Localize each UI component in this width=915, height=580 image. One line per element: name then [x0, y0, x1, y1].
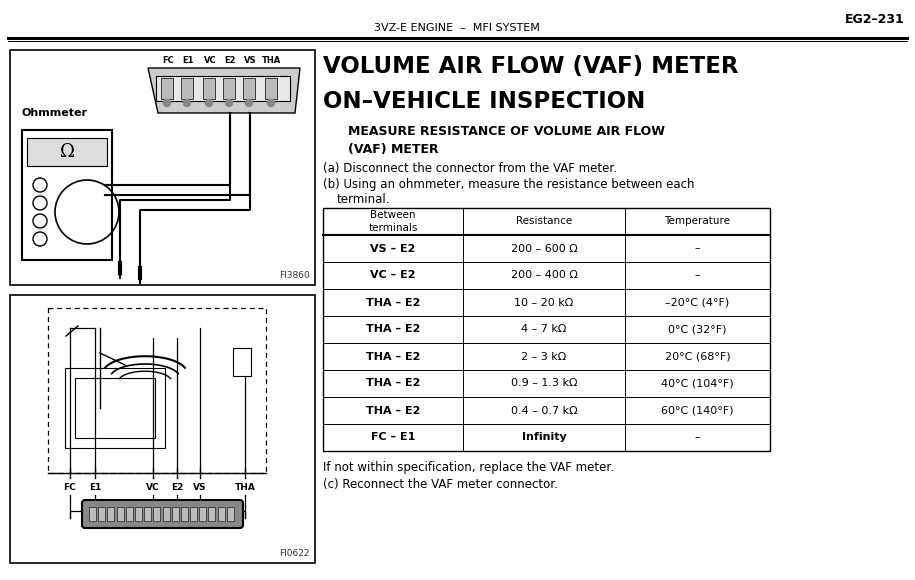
Text: VS: VS	[243, 56, 256, 65]
Text: (a) Disconnect the connector from the VAF meter.: (a) Disconnect the connector from the VA…	[323, 162, 617, 175]
Circle shape	[267, 100, 274, 107]
Text: 3VZ-E ENGINE  –  MFI SYSTEM: 3VZ-E ENGINE – MFI SYSTEM	[374, 23, 540, 33]
Text: MEASURE RESISTANCE OF VOLUME AIR FLOW: MEASURE RESISTANCE OF VOLUME AIR FLOW	[348, 125, 665, 138]
Text: –: –	[694, 244, 700, 253]
Bar	[135, 507, 142, 521]
Bar	[48, 308, 266, 473]
Text: FC: FC	[64, 483, 76, 492]
Text: terminal.: terminal.	[337, 193, 391, 206]
Circle shape	[245, 100, 253, 107]
Text: FC – E1: FC – E1	[371, 433, 415, 443]
Text: Ohmmeter: Ohmmeter	[22, 108, 88, 118]
Text: FI3860: FI3860	[279, 271, 310, 280]
Bar	[89, 507, 96, 521]
Text: 2 – 3 kΩ: 2 – 3 kΩ	[522, 351, 566, 361]
Text: (b) Using an ohmmeter, measure the resistance between each: (b) Using an ohmmeter, measure the resis…	[323, 178, 694, 191]
Text: VS: VS	[193, 483, 207, 492]
Text: 200 – 400 Ω: 200 – 400 Ω	[511, 270, 577, 281]
Text: THA: THA	[263, 56, 282, 65]
Bar	[10, 295, 315, 563]
Text: THA – E2: THA – E2	[366, 379, 420, 389]
Bar	[218, 507, 224, 521]
Bar	[223, 78, 235, 99]
Text: 0.9 – 1.3 kΩ: 0.9 – 1.3 kΩ	[511, 379, 577, 389]
Text: Ω: Ω	[59, 143, 74, 161]
Bar	[154, 507, 160, 521]
Text: THA – E2: THA – E2	[366, 324, 420, 335]
Text: 60°C (140°F): 60°C (140°F)	[662, 405, 734, 415]
Text: 40°C (104°F): 40°C (104°F)	[662, 379, 734, 389]
Text: T: T	[240, 359, 244, 365]
Circle shape	[184, 100, 190, 107]
Bar	[125, 507, 133, 521]
Text: VS – E2: VS – E2	[371, 244, 415, 253]
Bar	[265, 78, 277, 99]
Polygon shape	[148, 68, 300, 113]
Text: 10 – 20 kΩ: 10 – 20 kΩ	[514, 298, 574, 307]
Bar	[145, 507, 151, 521]
Text: FI0622: FI0622	[279, 549, 310, 558]
Text: THA – E2: THA – E2	[366, 405, 420, 415]
Bar	[199, 507, 206, 521]
Text: 20°C (68°F): 20°C (68°F)	[664, 351, 730, 361]
Bar	[209, 507, 215, 521]
Text: THA – E2: THA – E2	[366, 351, 420, 361]
Text: FC: FC	[162, 56, 174, 65]
Text: Resistance: Resistance	[516, 216, 572, 227]
Text: VC: VC	[146, 483, 160, 492]
Bar	[233, 348, 251, 376]
Text: (VAF) METER: (VAF) METER	[348, 143, 438, 156]
Bar	[156, 76, 290, 101]
Text: 200 – 600 Ω: 200 – 600 Ω	[511, 244, 577, 253]
Text: VC – E2: VC – E2	[371, 270, 415, 281]
Text: Between
terminals: Between terminals	[369, 211, 417, 233]
Text: E1: E1	[182, 56, 194, 65]
Text: E2: E2	[224, 56, 236, 65]
Text: THA – E2: THA – E2	[366, 298, 420, 307]
Bar	[98, 507, 105, 521]
Bar	[107, 507, 114, 521]
Text: –: –	[694, 270, 700, 281]
Text: 0°C (32°F): 0°C (32°F)	[668, 324, 727, 335]
Text: If not within specification, replace the VAF meter.: If not within specification, replace the…	[323, 461, 614, 474]
Bar	[75, 378, 155, 438]
Bar	[190, 507, 197, 521]
Bar	[65, 368, 165, 448]
Bar	[161, 78, 173, 99]
Circle shape	[164, 100, 170, 107]
Bar	[181, 507, 188, 521]
Text: 0.4 – 0.7 kΩ: 0.4 – 0.7 kΩ	[511, 405, 577, 415]
Circle shape	[225, 100, 232, 107]
Text: Infinity: Infinity	[522, 433, 566, 443]
Bar	[163, 507, 169, 521]
Bar	[27, 138, 107, 166]
Text: EG2–231: EG2–231	[845, 13, 905, 26]
Text: Temperature: Temperature	[664, 216, 730, 227]
Bar	[22, 130, 112, 260]
Text: E2: E2	[171, 483, 183, 492]
Text: ON–VEHICLE INSPECTION: ON–VEHICLE INSPECTION	[323, 90, 645, 113]
FancyBboxPatch shape	[82, 500, 243, 528]
Bar	[172, 507, 178, 521]
Circle shape	[206, 100, 212, 107]
Bar	[227, 507, 234, 521]
Text: 4 – 7 kΩ: 4 – 7 kΩ	[522, 324, 566, 335]
Text: VC: VC	[204, 56, 216, 65]
Bar	[323, 208, 770, 451]
Text: E1: E1	[89, 483, 102, 492]
Bar	[243, 78, 255, 99]
Text: (c) Reconnect the VAF meter connector.: (c) Reconnect the VAF meter connector.	[323, 478, 558, 491]
Text: –20°C (4°F): –20°C (4°F)	[665, 298, 729, 307]
Text: VOLUME AIR FLOW (VAF) METER: VOLUME AIR FLOW (VAF) METER	[323, 55, 738, 78]
Text: –: –	[694, 433, 700, 443]
Bar	[116, 507, 124, 521]
Bar	[10, 50, 315, 285]
Bar	[203, 78, 215, 99]
Bar	[181, 78, 193, 99]
Text: THA: THA	[234, 483, 255, 492]
